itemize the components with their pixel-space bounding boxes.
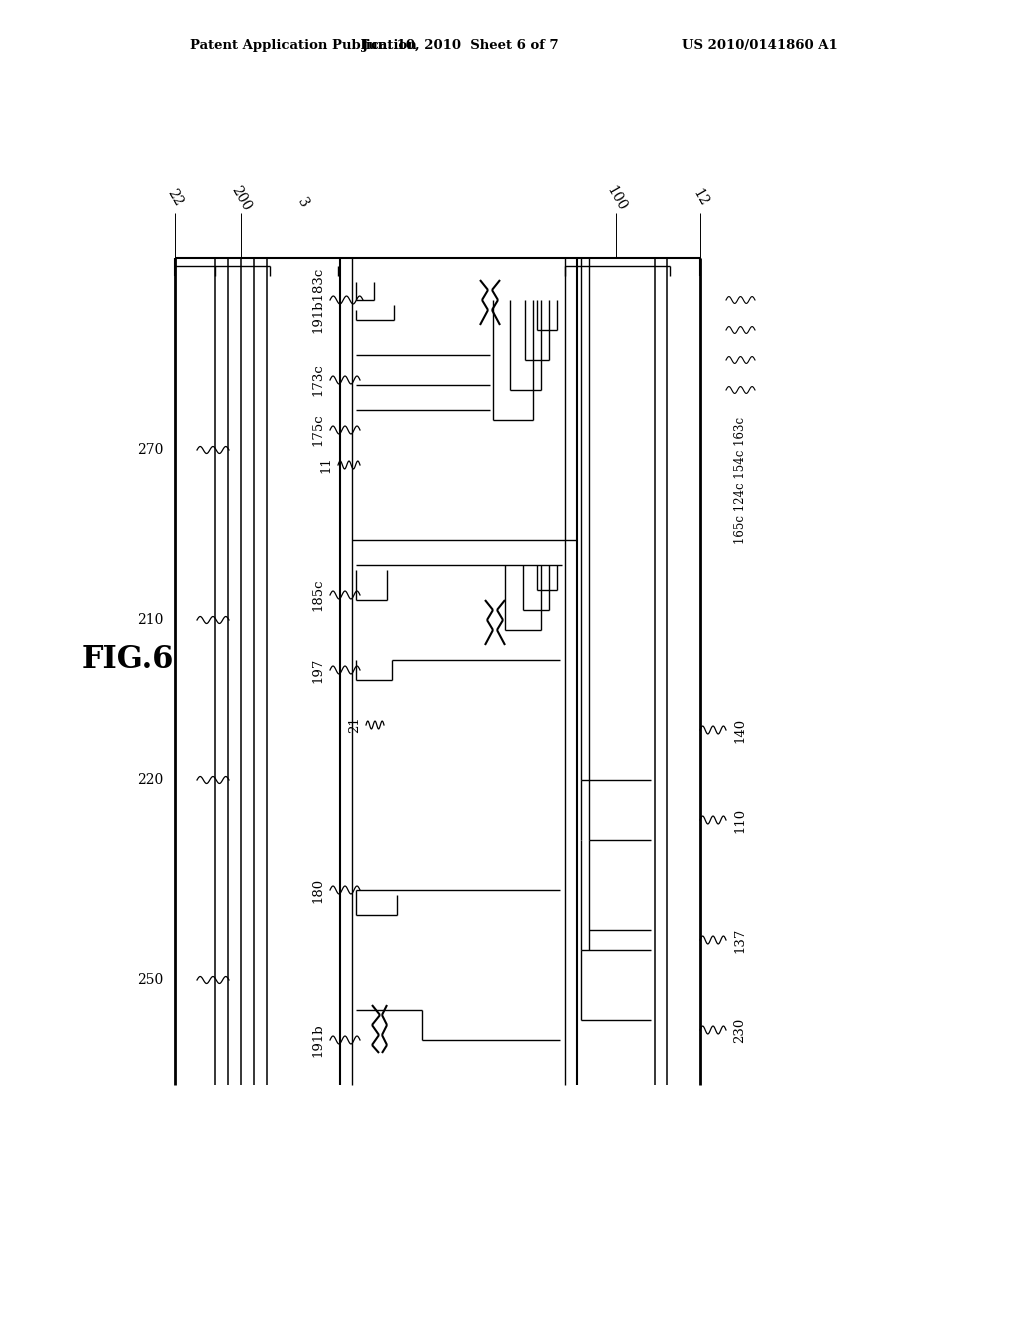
Text: 191b: 191b bbox=[311, 1023, 325, 1057]
Text: 270: 270 bbox=[136, 444, 163, 457]
Text: 110: 110 bbox=[733, 808, 746, 833]
Text: Patent Application Publication: Patent Application Publication bbox=[190, 38, 417, 51]
Text: 21: 21 bbox=[348, 717, 361, 734]
Text: Jun. 10, 2010  Sheet 6 of 7: Jun. 10, 2010 Sheet 6 of 7 bbox=[361, 38, 558, 51]
Text: 250: 250 bbox=[137, 973, 163, 987]
Text: 100: 100 bbox=[603, 183, 629, 213]
Text: 137: 137 bbox=[733, 928, 746, 953]
Text: 165c 124c 154c 163c: 165c 124c 154c 163c bbox=[733, 416, 746, 544]
Text: 11: 11 bbox=[319, 457, 333, 474]
Text: 210: 210 bbox=[136, 612, 163, 627]
Text: 3: 3 bbox=[295, 195, 311, 210]
Text: FIG.6: FIG.6 bbox=[82, 644, 174, 676]
Text: 230: 230 bbox=[733, 1018, 746, 1043]
Text: 180: 180 bbox=[311, 878, 325, 903]
Text: 173c: 173c bbox=[311, 363, 325, 396]
Text: 197: 197 bbox=[311, 657, 325, 682]
Text: 185c: 185c bbox=[311, 578, 325, 611]
Text: 22: 22 bbox=[165, 187, 185, 209]
Text: 140: 140 bbox=[733, 718, 746, 743]
Text: US 2010/0141860 A1: US 2010/0141860 A1 bbox=[682, 38, 838, 51]
Text: 220: 220 bbox=[137, 774, 163, 787]
Text: 175c: 175c bbox=[311, 413, 325, 446]
Text: 200: 200 bbox=[228, 183, 254, 213]
Text: 12: 12 bbox=[689, 187, 711, 209]
Text: 191b183c: 191b183c bbox=[311, 267, 325, 333]
